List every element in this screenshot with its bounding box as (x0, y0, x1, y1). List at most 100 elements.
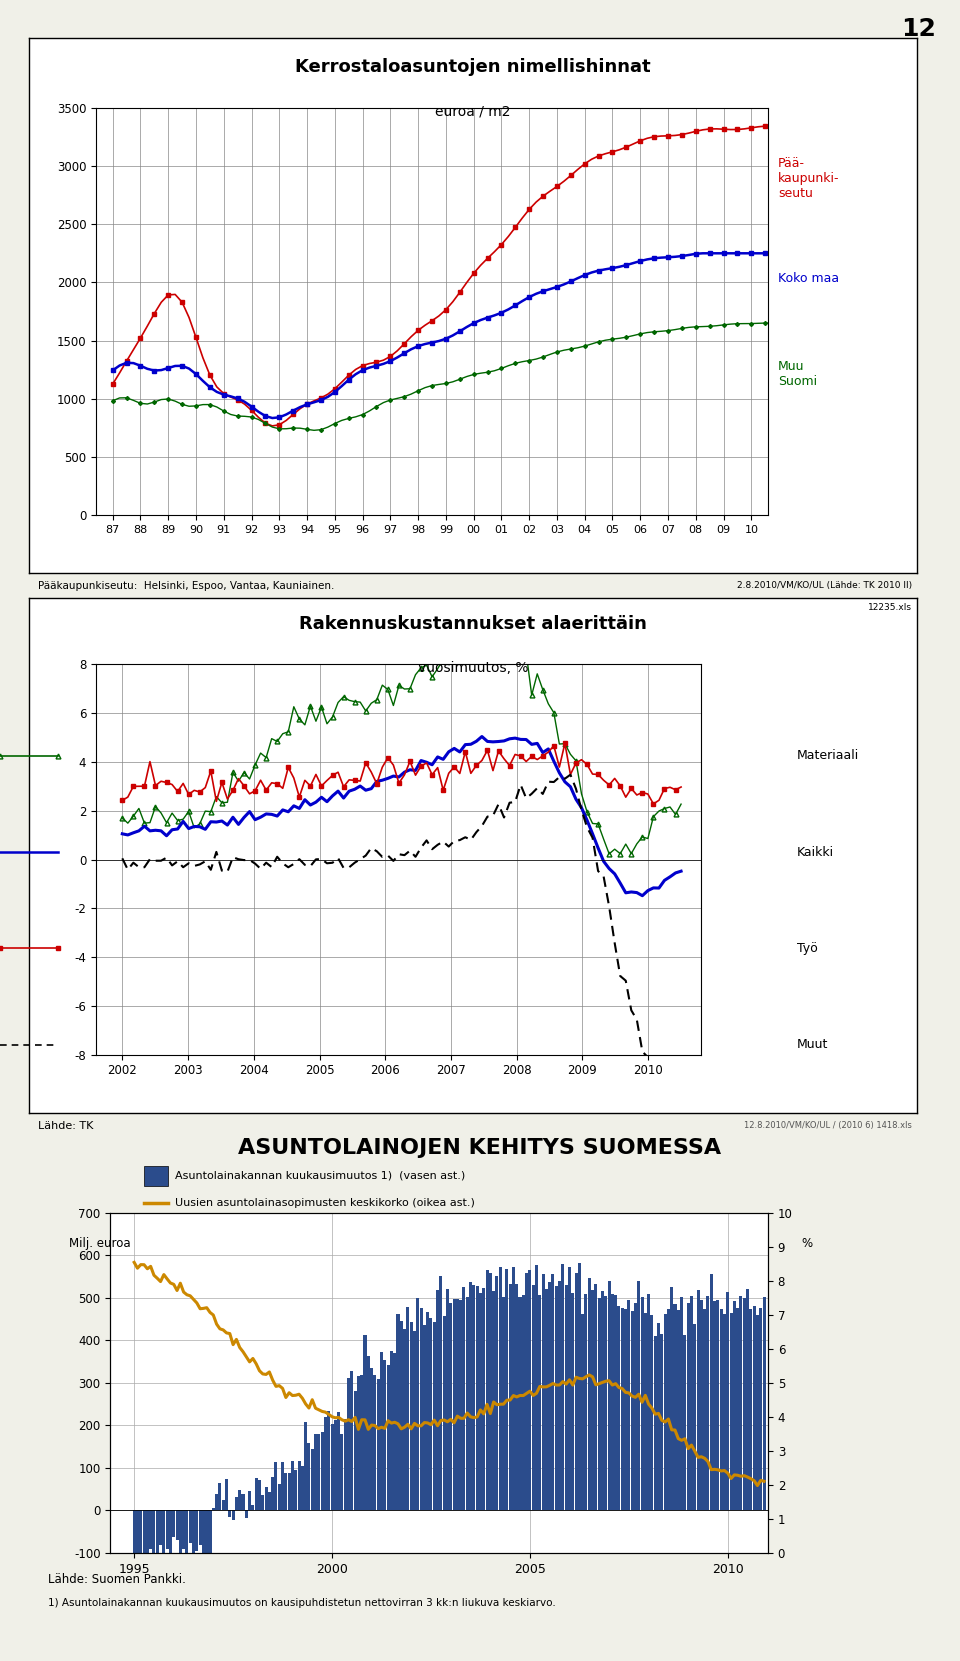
Bar (254, 1478, 257, 1510)
Bar (568, 1267, 571, 1510)
Bar (350, 1370, 353, 1510)
Työ (675, 777, 686, 797)
Bar (604, 1296, 608, 1510)
Bar (277, 1483, 280, 1510)
Bar (185, 1510, 188, 1553)
Bar (743, 1297, 746, 1510)
Bar (627, 1299, 631, 1510)
Bar (585, 1294, 588, 1510)
Text: Lähde: Suomen Pankki.: Lähde: Suomen Pankki. (48, 1573, 186, 1586)
Materiaali (604, 844, 615, 864)
Bar (394, 1354, 396, 1510)
Bar (242, 1493, 245, 1510)
Bar (334, 1420, 337, 1510)
Bar (252, 1505, 254, 1510)
Bar (558, 1281, 561, 1510)
Bar (433, 1322, 436, 1510)
Bar (456, 1299, 459, 1510)
Bar (591, 1289, 594, 1510)
Bar (670, 1287, 673, 1510)
Bar (364, 1335, 367, 1510)
Materiaali (609, 839, 620, 859)
Bar (509, 1284, 512, 1510)
Bar (535, 1266, 538, 1510)
Bar (413, 1330, 416, 1510)
Bar (295, 1470, 298, 1510)
Bar (199, 1510, 202, 1545)
Bar (581, 1314, 585, 1510)
Bar (166, 1510, 169, 1550)
Bar (146, 1510, 149, 1561)
Bar (330, 1423, 333, 1510)
Bar (446, 1289, 449, 1510)
Materiaali (515, 651, 526, 671)
Bar (268, 1492, 271, 1510)
Bar (367, 1357, 370, 1510)
Bar (756, 1314, 759, 1510)
Bar (399, 1322, 403, 1510)
Bar (205, 1510, 208, 1561)
Bar (475, 1286, 479, 1510)
Bar (383, 1360, 386, 1510)
Materiaali (116, 807, 128, 827)
Line: Materiaali: Materiaali (120, 638, 684, 857)
Bar (390, 1352, 393, 1510)
Text: Milj. euroa: Milj. euroa (69, 1237, 131, 1251)
Bar (588, 1277, 590, 1510)
Bar (750, 1309, 753, 1510)
Bar (548, 1282, 551, 1510)
Bar (594, 1284, 597, 1510)
Bar (215, 1495, 218, 1510)
Bar (555, 1286, 558, 1510)
Bar (562, 1264, 564, 1510)
Bar (624, 1309, 627, 1510)
Bar (578, 1262, 581, 1510)
Text: 2.8.2010/VM/KO/UL (Lähde: TK 2010 II): 2.8.2010/VM/KO/UL (Lähde: TK 2010 II) (737, 581, 912, 590)
Bar (634, 1304, 636, 1510)
Bar (357, 1375, 360, 1510)
Text: 12235.xls: 12235.xls (868, 603, 912, 611)
Bar (228, 1510, 231, 1516)
Työ (371, 774, 382, 794)
Text: vuosimuutos, %: vuosimuutos, % (418, 661, 528, 674)
Bar (611, 1294, 613, 1510)
Bar (762, 1297, 765, 1510)
Bar (426, 1312, 429, 1510)
Materiaali (371, 689, 382, 709)
Bar (713, 1301, 716, 1510)
Materiaali (238, 762, 250, 782)
Bar (650, 1316, 654, 1510)
Bar (608, 1281, 611, 1510)
Bar (371, 1369, 373, 1510)
Bar (654, 1335, 657, 1510)
Text: Kaikki: Kaikki (797, 845, 834, 859)
Bar (449, 1302, 452, 1510)
Bar (502, 1297, 505, 1510)
Bar (353, 1390, 356, 1510)
Bar (291, 1462, 294, 1510)
Bar (657, 1322, 660, 1510)
Bar (753, 1306, 756, 1510)
Bar (169, 1510, 172, 1561)
Bar (248, 1492, 252, 1510)
Text: 12: 12 (901, 17, 936, 42)
Bar (300, 1465, 304, 1510)
Kaikki (636, 885, 648, 905)
Bar (703, 1309, 707, 1510)
Bar (463, 1287, 466, 1510)
Bar (647, 1294, 650, 1510)
Bar (617, 1306, 620, 1510)
Bar (495, 1276, 498, 1510)
Bar (341, 1433, 344, 1510)
Text: 1) Asuntolainakannan kuukausimuutos on kausipuhdistetun nettovirran 3 kk:n liuku: 1) Asuntolainakannan kuukausimuutos on k… (48, 1598, 556, 1608)
Bar (324, 1417, 327, 1510)
Bar (730, 1314, 732, 1510)
Materiaali (559, 734, 570, 754)
Text: ASUNTOLAINOJEN KEHITYS SUOMESSA: ASUNTOLAINOJEN KEHITYS SUOMESSA (238, 1138, 722, 1158)
Bar (298, 1460, 300, 1510)
Muut (653, 1056, 664, 1076)
Kaikki (476, 726, 488, 746)
Bar (344, 1420, 347, 1510)
Bar (469, 1282, 472, 1510)
Bar (640, 1297, 643, 1510)
